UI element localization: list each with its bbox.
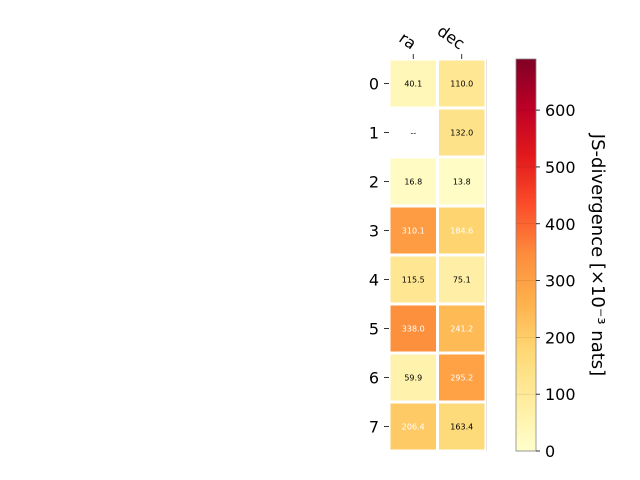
cell-label-2-ra: 16.8 [404,178,422,187]
cell-label-6-ra: 59.9 [404,374,422,383]
cell-label-6-dec: 295.2 [450,374,473,383]
heatmap-cell-3-dec [436,204,488,257]
row-tick-labels: 0 1 2 3 4 5 6 7 [369,75,389,437]
cell-label-7-ra: 206.4 [402,423,425,432]
cell-label-2-dec: 13.8 [453,178,471,187]
colorbar: 0 100 200 300 400 500 600 JS-divergence [×10⁻³… [515,58,608,461]
cell-label-3-dec: 184.6 [450,227,473,236]
cell-label-1-dec: 132.0 [450,129,473,138]
colorbar-ticks: 0 100 200 300 400 500 600 [516,101,576,461]
cell-label-4-dec: 75.1 [453,276,471,285]
column-label-ra: ra [396,28,420,53]
colorbar-tick-label-200: 200 [545,328,576,347]
colorbar-tick-label-400: 400 [545,215,576,234]
cell-label-4-ra: 115.5 [402,276,425,285]
cell-label-5-ra: 338.0 [402,325,425,334]
row-label-2: 2 [369,173,379,192]
cell-label-3-ra: 310.1 [402,227,425,236]
cell-label-0-dec: 110.0 [450,80,473,89]
cell-label-1-ra: -- [410,129,416,138]
row-label-3: 3 [369,222,379,241]
row-label-4: 4 [369,271,379,290]
row-label-6: 6 [369,369,379,388]
colorbar-label: JS-divergence [×10⁻³ nats] [587,133,608,376]
row-label-5: 5 [369,320,379,339]
cell-label-0-ra: 40.1 [404,80,422,89]
colorbar-tick-label-600: 600 [545,101,576,120]
colorbar-tick-label-0: 0 [545,442,555,461]
column-tick-labels: ra dec [396,21,468,59]
row-label-7: 7 [369,418,379,437]
cell-label-7-dec: 163.4 [450,423,473,432]
row-label-0: 0 [369,75,379,94]
column-label-dec: dec [434,21,468,53]
heatmap-cell-7-dec [436,400,488,453]
row-label-1: 1 [369,124,379,143]
colorbar-gradient [515,58,537,452]
cell-label-5-dec: 241.2 [450,325,473,334]
colorbar-tick-label-100: 100 [545,385,576,404]
heatmap-cells: 40.1 110.0 -- 132.0 16.8 13.8 310.1 184.6 115.5 7… [387,57,488,453]
colorbar-tick-label-300: 300 [545,272,576,291]
heatmap-cell-4-dec [436,253,488,306]
colorbar-tick-label-500: 500 [545,158,576,177]
